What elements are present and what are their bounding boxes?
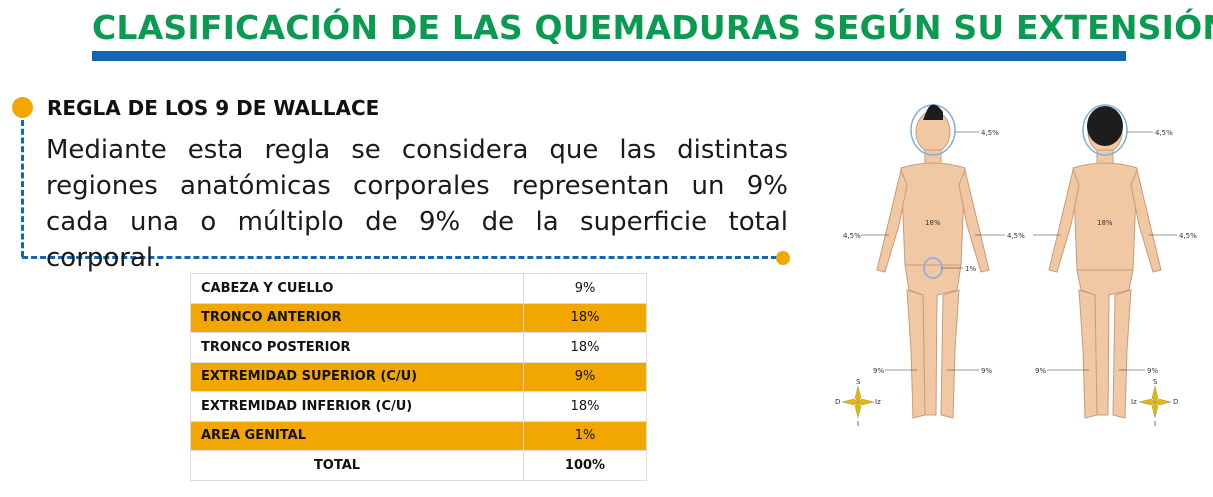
label-leg-front-left: 9% [873, 367, 884, 375]
compass-front-icon: S D Iz I [835, 378, 881, 428]
label-leg-front-right: 9% [981, 367, 992, 375]
compass-back-icon: S Iz D I [1131, 378, 1178, 428]
table-row: TRONCO ANTERIOR 18% [190, 302, 647, 333]
dashed-connector-vertical [21, 120, 24, 257]
percent-cell: 18% [523, 332, 647, 363]
total-percent-cell: 100% [523, 450, 647, 481]
svg-text:Iz: Iz [1131, 398, 1137, 406]
svg-text:Iz: Iz [875, 398, 881, 406]
body-diagram: 4,5% 4,5% 18% 18% 4,5% 4,5% 4,5% 1% 9% 9… [835, 104, 1197, 428]
region-cell: EXTREMIDAD INFERIOR (C/U) [190, 391, 524, 422]
percent-cell: 9% [523, 361, 647, 392]
table-row: EXTREMIDAD SUPERIOR (C/U) 9% [190, 361, 647, 392]
label-arm-front-right: 4,5% [1007, 232, 1025, 240]
total-label-cell: TOTAL [190, 450, 524, 481]
percent-cell: 18% [523, 391, 647, 422]
bullet-dot [12, 97, 33, 118]
title-underline-bar [92, 51, 1126, 61]
front-body-figure [876, 110, 990, 419]
label-trunk-front: 18% [925, 219, 941, 227]
leader-lines [861, 131, 1177, 371]
head-outline-back [1082, 104, 1128, 156]
label-head-back: 4,5% [1155, 129, 1173, 137]
svg-text:S: S [856, 378, 861, 386]
label-head-front: 4,5% [981, 129, 999, 137]
front-hair [923, 104, 943, 120]
dashed-connector-horizontal [22, 256, 777, 259]
page-title: CLASIFICACIÓN DE LAS QUEMADURAS SEGÚN SU… [92, 8, 1213, 47]
back-body-figure [1048, 110, 1162, 419]
percentage-table: CABEZA Y CUELLO 9% TRONCO ANTERIOR 18% T… [190, 273, 647, 481]
table-total-row: TOTAL 100% [190, 450, 647, 481]
percent-cell: 9% [523, 273, 647, 304]
region-cell: TRONCO POSTERIOR [190, 332, 524, 363]
label-arm-front-left: 4,5% [843, 232, 861, 240]
region-cell: AREA GENITAL [190, 420, 524, 451]
label-leg-back-right: 9% [1147, 367, 1158, 375]
rule-description: Mediante esta regla se considera que las… [46, 135, 788, 273]
label-genital: 1% [965, 265, 976, 273]
label-arm-back-right: 4,5% [1179, 232, 1197, 240]
connector-end-dot [776, 251, 790, 265]
rule-heading: REGLA DE LOS 9 DE WALLACE [47, 96, 380, 120]
region-cell: CABEZA Y CUELLO [190, 273, 524, 304]
percent-cell: 18% [523, 302, 647, 333]
percent-cell: 1% [523, 420, 647, 451]
table-row: EXTREMIDAD INFERIOR (C/U) 18% [190, 391, 647, 422]
region-cell: EXTREMIDAD SUPERIOR (C/U) [190, 361, 524, 392]
svg-text:D: D [835, 398, 840, 406]
back-hair [1087, 106, 1123, 146]
table-row: AREA GENITAL 1% [190, 420, 647, 451]
region-cell: TRONCO ANTERIOR [190, 302, 524, 333]
svg-text:S: S [1153, 378, 1158, 386]
svg-text:I: I [1154, 420, 1156, 428]
label-leg-back-left: 9% [1035, 367, 1046, 375]
table-row: TRONCO POSTERIOR 18% [190, 332, 647, 363]
label-trunk-back: 18% [1097, 219, 1113, 227]
table-row: CABEZA Y CUELLO 9% [190, 273, 647, 304]
svg-text:I: I [857, 420, 859, 428]
svg-text:D: D [1173, 398, 1178, 406]
